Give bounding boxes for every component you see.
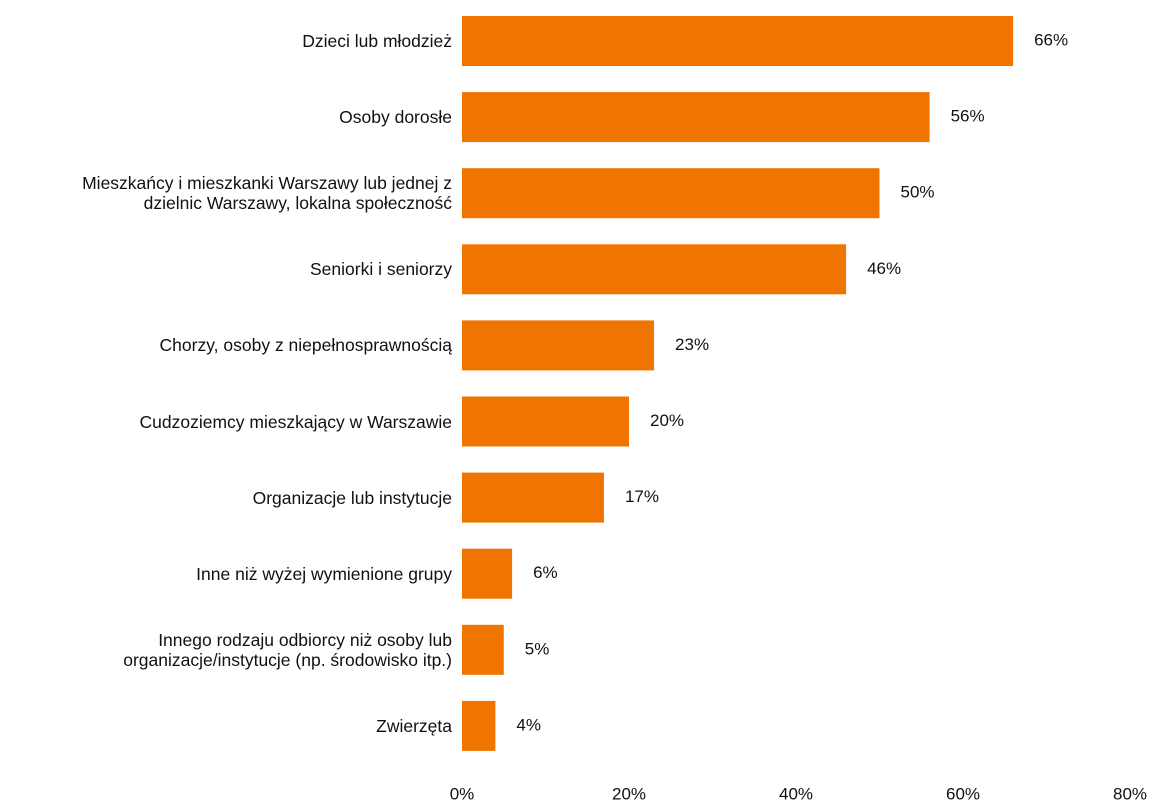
x-tick-label: 60% [946,784,980,801]
bar [462,16,1014,66]
x-tick-label: 40% [779,784,813,801]
bar [462,472,604,523]
x-tick-label: 80% [1113,784,1147,801]
value-label: 4% [516,715,541,734]
value-label: 23% [675,335,709,354]
value-label: 50% [901,183,935,202]
category-label: Zwierzęta [376,715,452,736]
category-label: Mieszkańcy i mieszkanki Warszawy lub jed… [82,173,452,214]
category-label: Seniorki i seniorzy [310,259,452,280]
bar [462,168,880,219]
x-tick-label: 20% [612,784,646,801]
bar [462,244,847,295]
value-label: 56% [951,107,985,126]
category-label: Cudzoziemcy mieszkający w Warszawie [139,411,452,432]
category-label: Inne niż wyżej wymienione grupy [196,563,452,584]
value-label: 20% [650,411,684,430]
x-tick-label: 0% [450,784,475,801]
bar [462,396,629,447]
category-label: Chorzy, osoby z niepełnosprawnością [159,335,452,356]
value-label: 17% [625,487,659,506]
bar [462,624,504,675]
category-label: Innego rodzaju odbiorcy niż osoby lub or… [123,629,452,670]
value-label: 66% [1034,30,1068,49]
value-label: 5% [525,639,550,658]
bar [462,92,930,143]
value-label: 6% [533,563,558,582]
category-label: Osoby dorosłe [339,107,452,128]
value-label: 46% [867,259,901,278]
category-label: Organizacje lub instytucje [252,487,452,508]
category-label: Dzieci lub młodzież [302,31,452,51]
bar [462,548,513,599]
bar [462,320,655,371]
bar [462,700,496,751]
